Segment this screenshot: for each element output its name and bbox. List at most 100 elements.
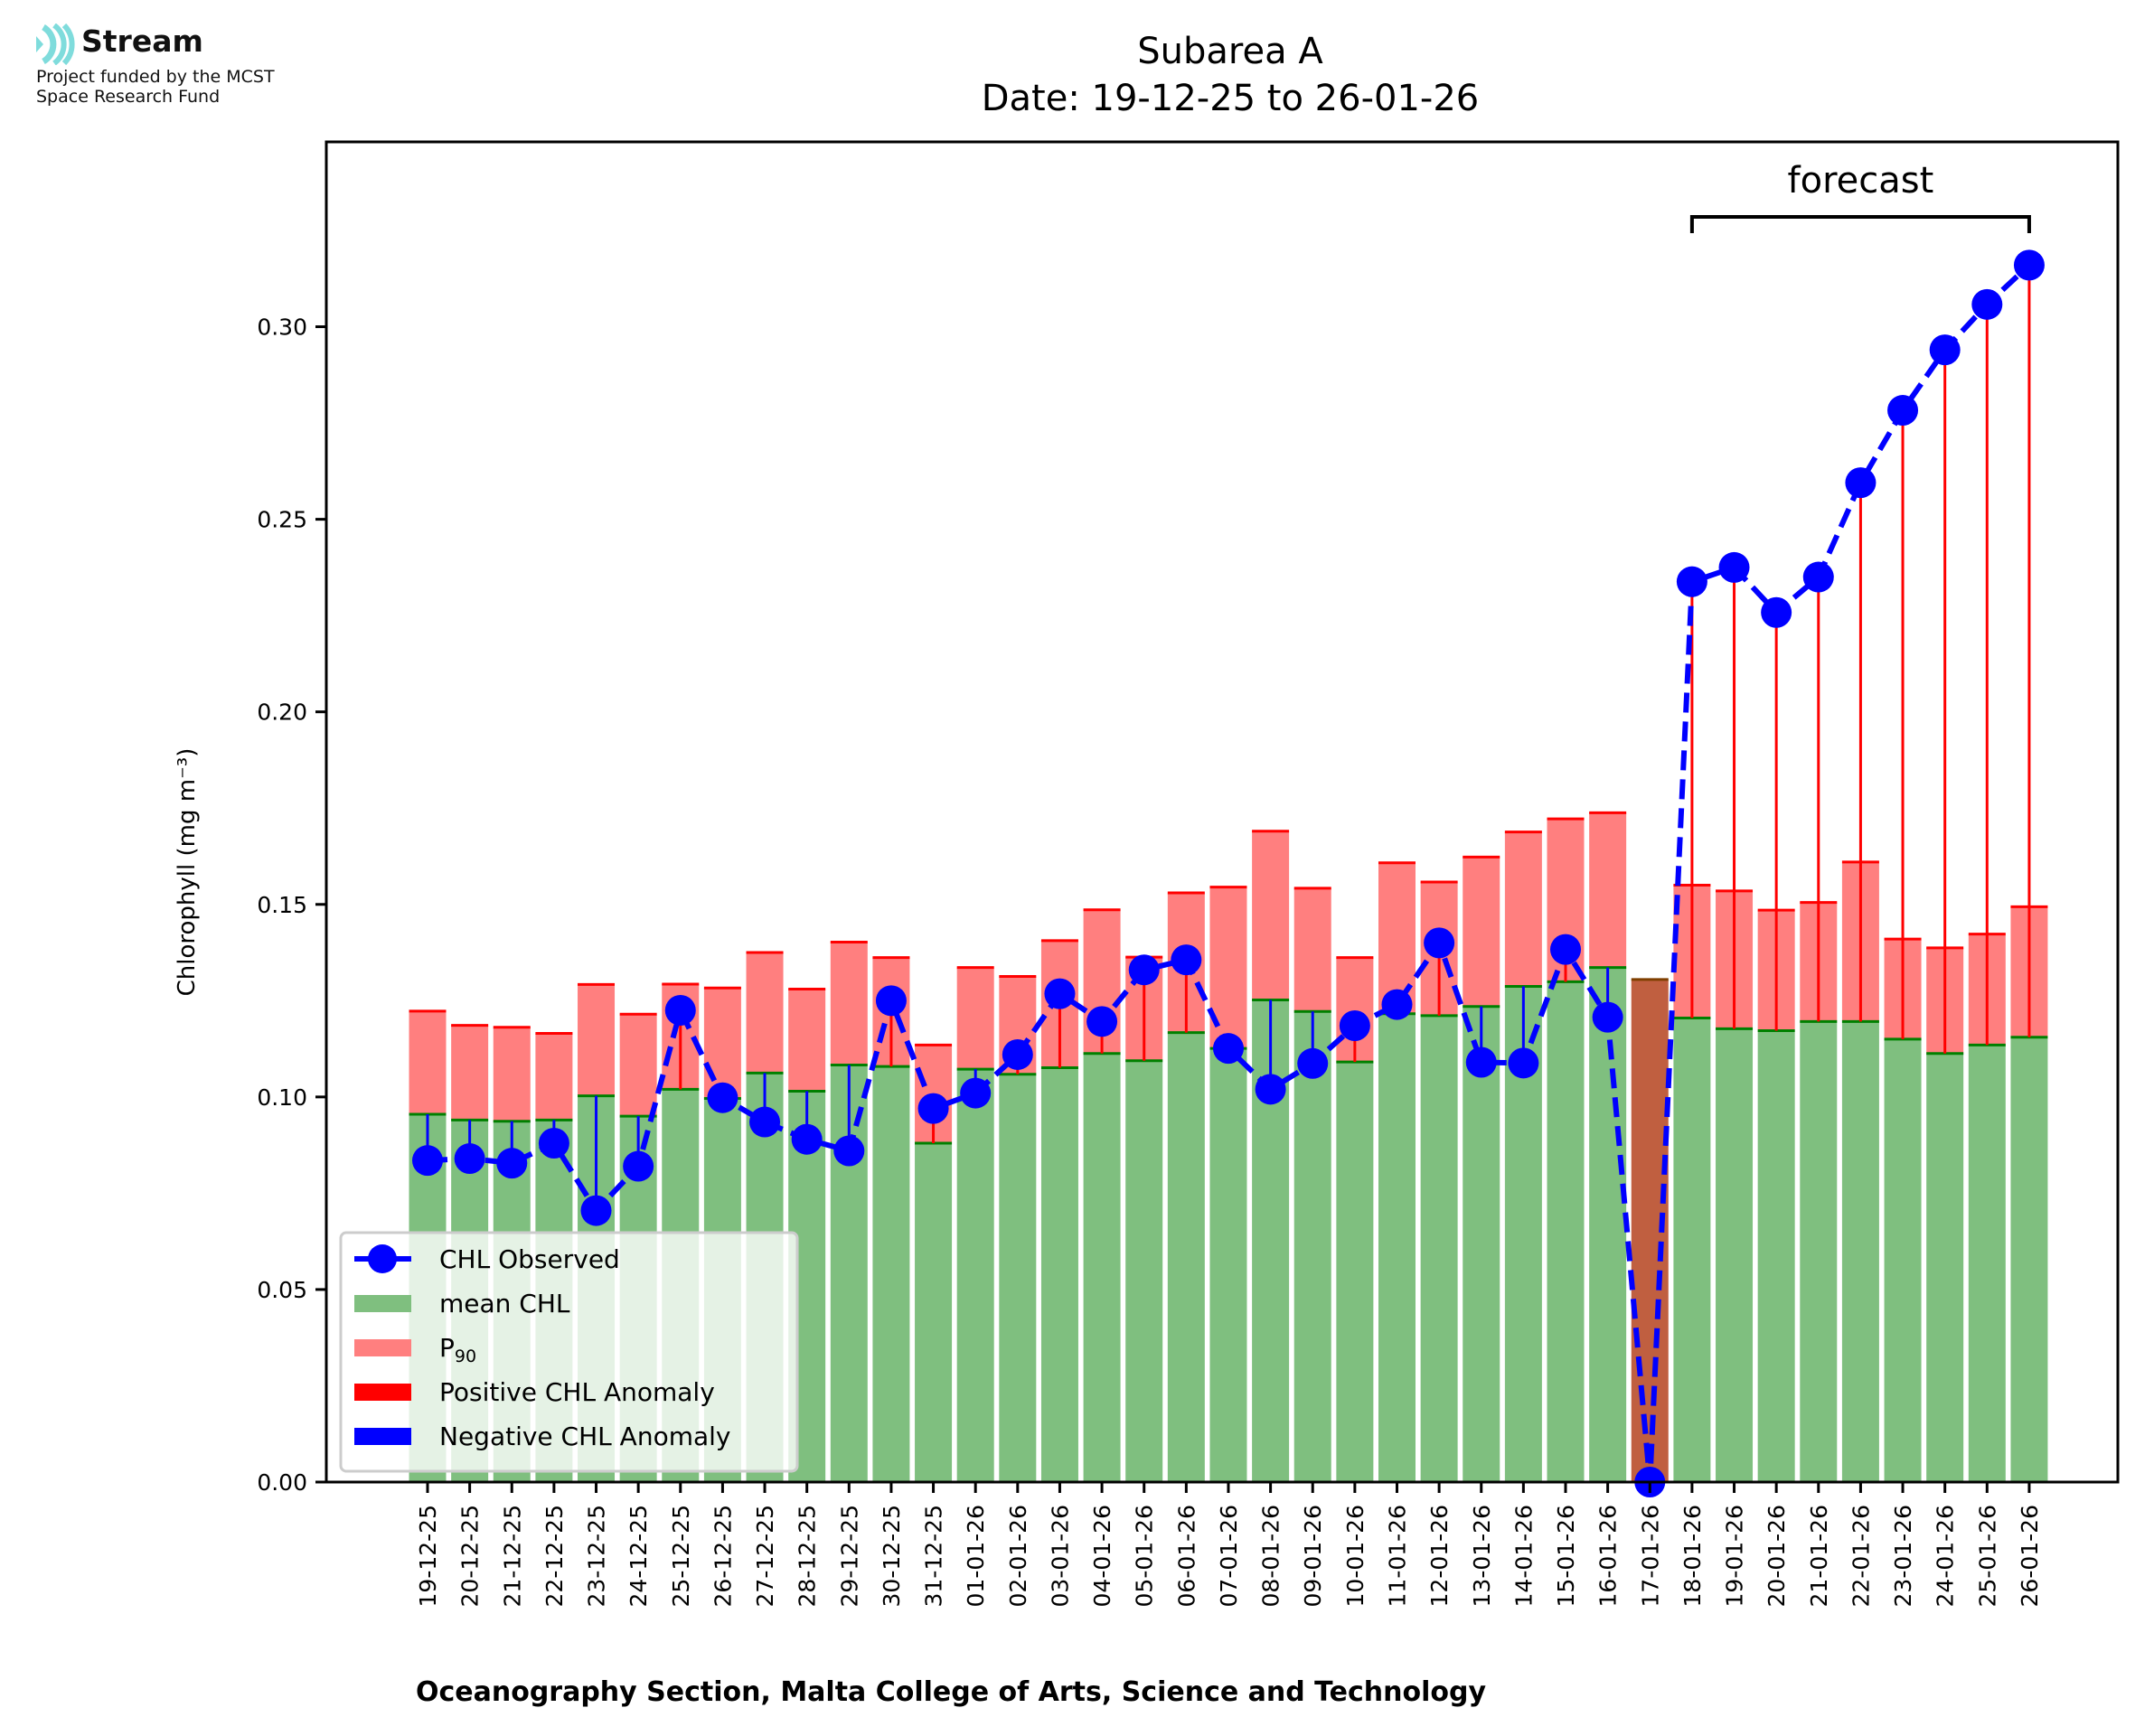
mean-bar [2010,1037,2048,1482]
logo-line-1: Project funded by the MCST [36,67,275,87]
observed-point [580,1195,612,1226]
x-tick-label: 20-12-25 [457,1505,484,1607]
x-tick-label: 29-12-25 [836,1505,862,1607]
observed-point [833,1135,865,1167]
mean-bar [1589,967,1627,1482]
mean-bar [1841,1021,1879,1482]
x-tick-label: 25-01-26 [1974,1505,2000,1607]
x-tick-label: 16-01-26 [1595,1505,1622,1607]
x-tick-label: 20-01-26 [1764,1505,1790,1607]
forecast-annotation: forecast [1689,160,2031,233]
x-tick-label: 19-01-26 [1722,1505,1748,1607]
p90-bar [619,1014,657,1117]
legend-patch-swatch [354,1428,411,1445]
observed-point [1845,467,1877,499]
observed-point [1171,944,1202,976]
legend-label: Positive CHL Anomaly [439,1377,715,1407]
mean-bar [1547,981,1585,1482]
legend-marker-swatch [368,1244,397,1273]
observed-point [1381,989,1413,1020]
forecast-label: forecast [1788,160,1934,202]
legend-label: CHL Observed [439,1244,620,1274]
legend-patch-swatch [354,1384,411,1401]
p90-bar [409,1010,447,1115]
x-tick-label: 01-01-26 [963,1505,989,1607]
x-tick-label: 06-01-26 [1173,1505,1199,1607]
observed-point [1508,1047,1539,1079]
x-tick-label: 25-12-25 [668,1505,694,1607]
mean-bar [1040,1067,1078,1482]
logo-caption: Project funded by the MCST Space Researc… [36,67,275,107]
plot-frame [325,140,2120,1484]
chart-subtitle: Date: 19-12-25 to 26-01-26 [982,78,1480,119]
x-tick-label: 31-12-25 [921,1505,947,1607]
p90-bar [1252,830,1290,1000]
observed-line-layer [412,249,2045,1497]
x-tick-label: 12-01-26 [1426,1505,1453,1607]
mean-bar [999,1074,1037,1482]
mean-bar [1293,1011,1331,1482]
x-tick-label: 08-01-26 [1258,1505,1284,1607]
observed-point [1128,954,1160,986]
x-tick-label: 27-12-25 [752,1505,778,1607]
observed-point [1971,288,2003,320]
p90-bar [578,984,616,1096]
x-tick-label: 23-12-25 [584,1505,610,1607]
x-tick-label: 02-01-26 [1005,1505,1031,1607]
observed-point [1044,978,1076,1009]
x-tick-label: 07-01-26 [1216,1505,1242,1607]
mean-bar [1083,1053,1121,1482]
mean-bar [1968,1045,2006,1482]
chart-title: Subarea A [1137,31,1323,72]
p90-bar [493,1027,531,1121]
y-tick-label: 0.05 [257,1277,307,1303]
y-tick-label: 0.30 [257,314,307,341]
observed-point [1086,1006,1118,1037]
observed-point [791,1123,823,1155]
mean-bar [1209,1048,1247,1482]
p90-bar [1589,812,1627,968]
x-tick-label: 26-01-26 [2017,1505,2043,1607]
legend-label: Negative CHL Anomaly [439,1422,730,1451]
forecast-bracket [1689,215,2031,233]
legend-label: mean CHL [439,1289,570,1318]
p90-bar [703,988,741,1099]
y-tick-label: 0.25 [257,507,307,533]
mean-bar [1673,1018,1711,1482]
observed-point [875,985,907,1017]
x-tick-label: 05-01-26 [1132,1505,1158,1607]
x-tick-label: 30-12-25 [879,1505,905,1607]
x-tick-label: 21-12-25 [499,1505,525,1607]
x-tick-label: 10-01-26 [1342,1505,1369,1607]
mean-bar [1926,1053,1964,1482]
p90-bar [1293,887,1331,1012]
y-tick-label: 0.20 [257,699,307,726]
mean-bar [1716,1028,1754,1482]
y-tick-label: 0.00 [257,1469,307,1496]
x-tick-label: 28-12-25 [795,1505,821,1607]
observed-point [1002,1038,1033,1070]
y-axis: 0.00 0.05 0.10 0.15 0.20 0.25 0.30 [257,314,326,1496]
mean-bar [915,1142,953,1482]
observed-point [1465,1046,1497,1078]
x-axis: 19-12-25 20-12-25 21-12-25 22-12-25 23-12-25… [415,1482,2043,1607]
observed-point [538,1127,569,1159]
x-tick-label: 13-01-26 [1469,1505,1495,1607]
observed-point [1550,934,1582,965]
mean-bar [1463,1006,1500,1482]
x-tick-label: 18-01-26 [1679,1505,1706,1607]
observed-point [454,1143,485,1175]
x-tick-label: 24-12-25 [626,1505,652,1607]
mean-bar [1884,1038,1922,1482]
p90-bar [746,952,784,1074]
y-axis-label: Chlorophyll (mg m⁻³) [174,748,201,997]
mean-bar [1420,1015,1458,1482]
observed-point [917,1093,949,1124]
observed-point [1424,927,1455,959]
legend-box [339,1231,799,1473]
x-tick-label: 17-01-26 [1637,1505,1663,1607]
p90-bar [956,967,994,1070]
observed-point [1212,1033,1244,1065]
x-tick-label: 24-01-26 [1933,1505,1959,1607]
